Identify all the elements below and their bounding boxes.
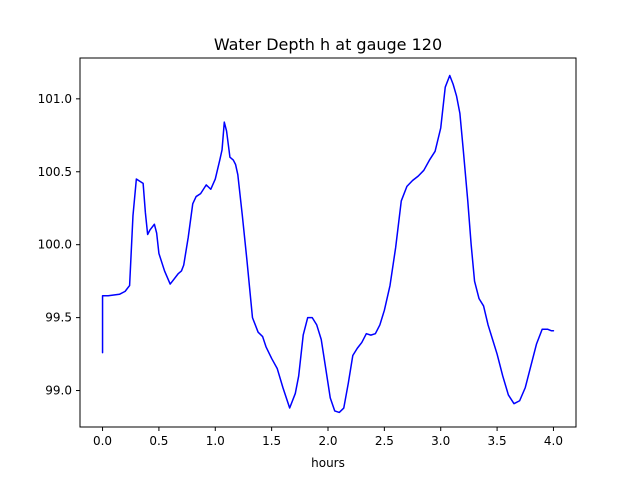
x-tick-label: 0.5	[149, 434, 168, 448]
x-tick-label: 1.5	[262, 434, 281, 448]
y-tick-label: 99.0	[45, 384, 72, 398]
x-tick-label: 3.0	[431, 434, 450, 448]
x-tick-label: 4.0	[544, 434, 563, 448]
x-axis-label: hours	[311, 456, 345, 470]
x-tick-label: 3.5	[488, 434, 507, 448]
x-tick-label: 1.0	[206, 434, 225, 448]
chart-title: Water Depth h at gauge 120	[214, 35, 442, 54]
x-tick-label: 2.0	[318, 434, 337, 448]
y-tick-label: 101.0	[38, 92, 72, 106]
series-line-0	[101, 74, 555, 414]
x-tick-label: 0.0	[93, 434, 112, 448]
plot-area	[79, 57, 577, 428]
y-tick-label: 100.0	[38, 238, 72, 252]
y-tick-label: 99.5	[45, 311, 72, 325]
axis-ticks: 0.0 0.5 1.0 1.5 2.0 2.5 3.0 3.5 4.0 99.0 99.5 100.0…	[38, 92, 563, 448]
y-tick-label: 100.5	[38, 165, 72, 179]
x-tick-label: 2.5	[375, 434, 394, 448]
